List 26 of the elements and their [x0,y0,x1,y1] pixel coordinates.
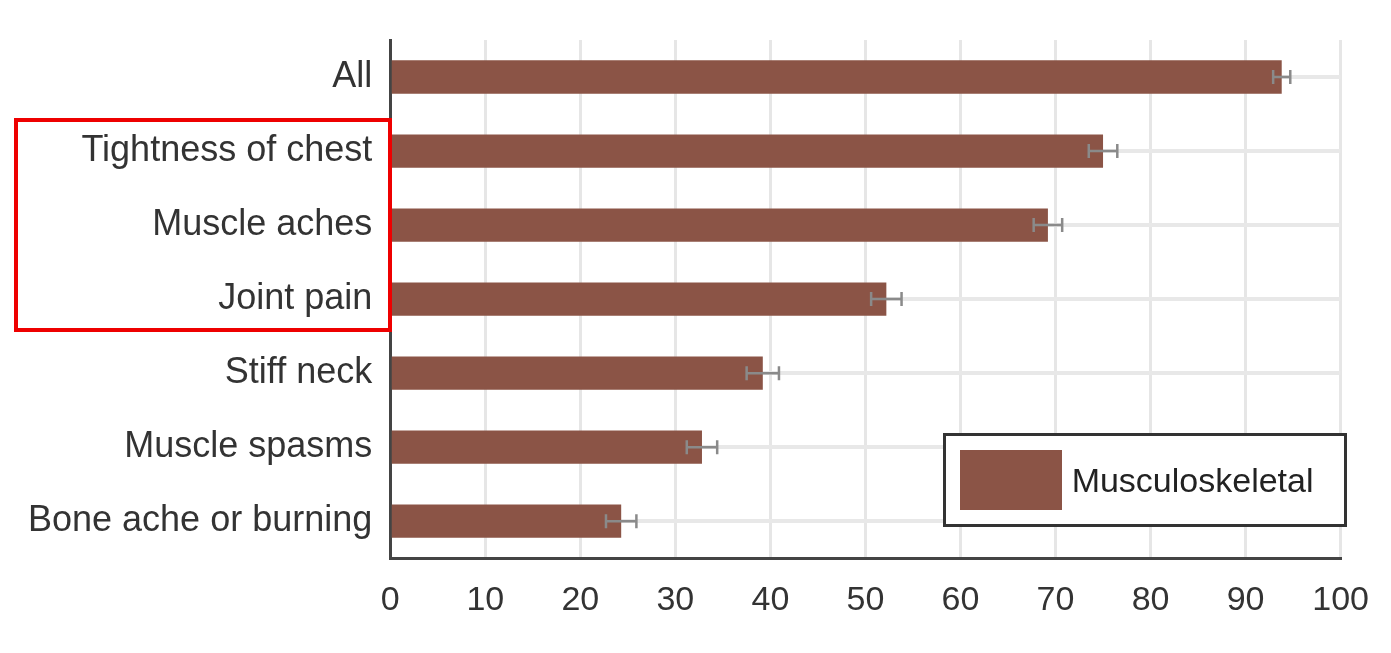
y-tick-label: Muscle spasms [124,424,373,466]
bar [391,356,763,390]
y-tick-label: Stiff neck [224,350,374,392]
x-tick-label: 60 [941,578,980,617]
x-tick-label: 30 [656,578,695,617]
x-tick-label: 70 [1036,578,1075,617]
x-tick-label: 90 [1226,578,1265,617]
x-tick-label: 50 [846,578,885,617]
y-tick-label: Tightness of chest [81,127,373,169]
x-tick-label: 0 [380,578,400,617]
y-tick-label: Muscle aches [152,201,373,243]
y-tick-label: Joint pain [218,276,373,318]
x-tick-label: 40 [751,578,790,617]
legend-label: Musculoskeletal [1071,460,1314,500]
x-tick-label: 100 [1312,578,1369,617]
y-tick-label: All [332,53,373,95]
x-tick-label: 20 [561,578,600,617]
x-tick-label: 80 [1131,578,1170,617]
bar [391,282,887,316]
x-tick-label: 10 [466,578,505,617]
bar [391,430,702,464]
bar [391,504,622,538]
bar [391,208,1048,242]
bar [391,134,1104,168]
y-tick-label: Bone ache or burning [28,498,373,540]
bar [391,60,1282,94]
